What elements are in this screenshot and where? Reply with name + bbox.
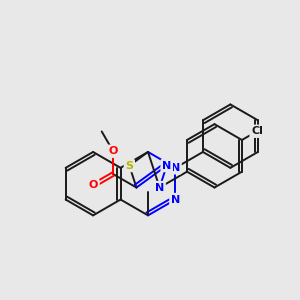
Text: N: N <box>162 160 171 171</box>
Text: O: O <box>89 181 98 190</box>
Text: S: S <box>125 160 133 171</box>
Text: Cl: Cl <box>251 126 263 136</box>
Text: O: O <box>108 146 118 156</box>
Text: N: N <box>171 194 180 205</box>
Text: N: N <box>155 182 164 193</box>
Text: N: N <box>171 163 180 173</box>
